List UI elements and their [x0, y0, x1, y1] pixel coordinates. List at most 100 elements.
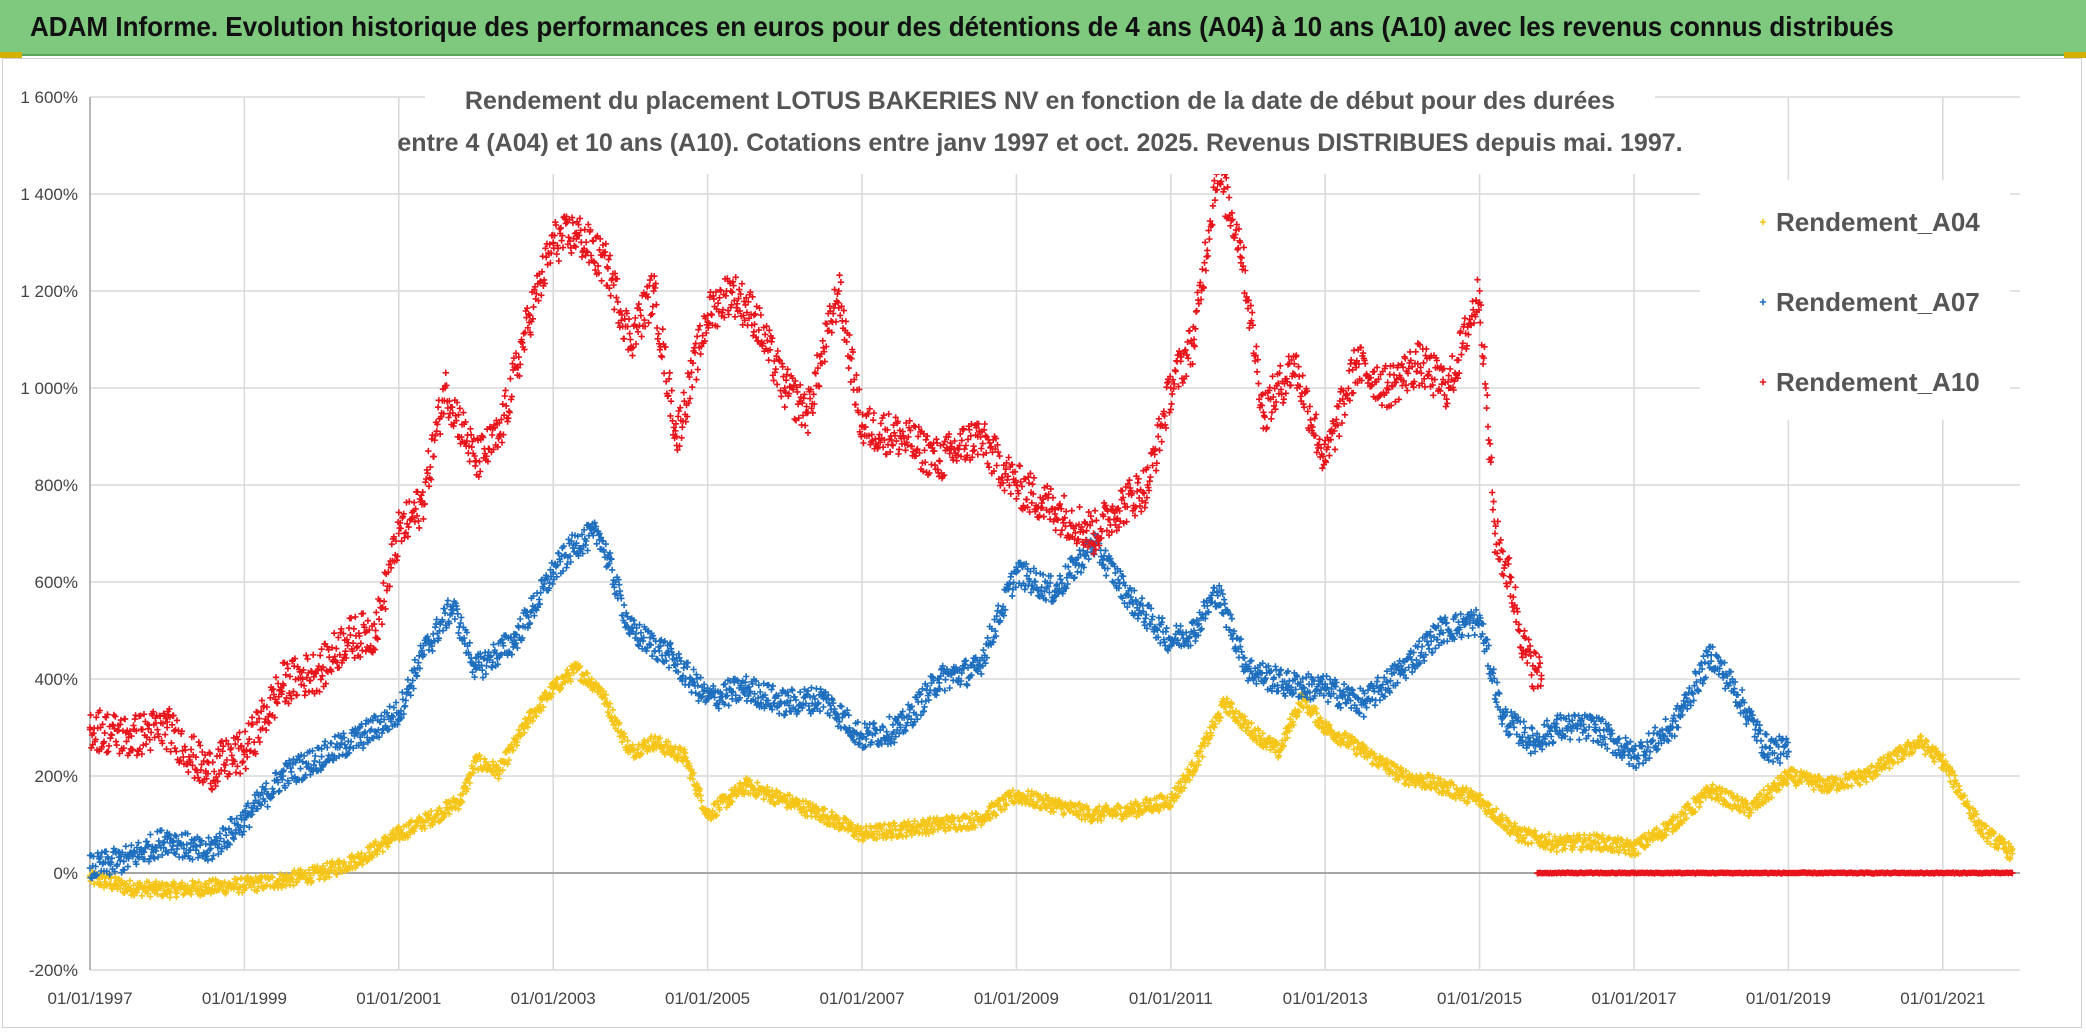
data-point [771, 801, 779, 808]
data-point [1103, 572, 1110, 579]
data-point [1522, 724, 1529, 731]
data-point [386, 703, 393, 710]
data-point [1034, 798, 1041, 806]
data-point [651, 733, 659, 740]
data-point [1350, 746, 1358, 753]
data-point [230, 835, 238, 843]
data-point [154, 891, 161, 898]
data-point [483, 662, 490, 670]
data-point [665, 738, 672, 745]
data-point [124, 863, 132, 870]
data-point [504, 761, 511, 768]
data-point [754, 779, 761, 786]
data-point [600, 688, 607, 695]
data-point [557, 684, 565, 692]
data-point [302, 869, 309, 876]
data-point [1274, 740, 1281, 747]
data-point [1208, 732, 1215, 739]
data-point [234, 876, 241, 883]
data-point [769, 682, 777, 690]
data-point [638, 750, 645, 757]
data-point [1188, 759, 1196, 766]
data-point [470, 769, 477, 777]
data-point [936, 679, 943, 686]
data-point [157, 883, 165, 890]
data-point [686, 762, 693, 770]
data-point [340, 858, 348, 866]
data-point [187, 891, 195, 898]
data-point [193, 843, 200, 850]
data-point [152, 878, 160, 885]
data-point [853, 831, 860, 838]
x-tick-label: 01/01/2017 [1591, 989, 1676, 1008]
data-point [1211, 720, 1219, 728]
data-point [1376, 697, 1384, 704]
data-point [158, 827, 165, 834]
data-point [616, 719, 623, 726]
data-point [1155, 807, 1163, 815]
x-tick-label: 01/01/2019 [1746, 989, 1831, 1008]
data-point [980, 647, 987, 654]
data-point [464, 785, 471, 792]
data-point [1848, 782, 1855, 789]
y-tick-label: 0% [53, 864, 78, 883]
data-point [192, 880, 199, 887]
data-point [459, 790, 466, 798]
data-point [517, 615, 524, 623]
data-point [122, 843, 129, 850]
data-point [654, 656, 661, 664]
data-point [942, 676, 949, 683]
data-point [1102, 547, 1109, 554]
data-point [365, 856, 372, 863]
data-point [570, 669, 577, 677]
data-point [606, 700, 614, 707]
data-point [297, 765, 304, 772]
data-point [698, 797, 705, 804]
data-point [1167, 802, 1174, 810]
data-point [491, 772, 499, 779]
data-point [888, 834, 895, 841]
data-point [444, 597, 452, 604]
data-point [635, 741, 642, 748]
data-point [1286, 727, 1293, 735]
data-point [1174, 792, 1181, 800]
data-point [873, 835, 880, 843]
data-point [554, 676, 561, 683]
x-tick-labels: 01/01/1997 01/01/1999 01/01/2001 01/01/2003… [47, 989, 1985, 1008]
data-point [690, 769, 697, 777]
data-point [1076, 800, 1083, 807]
data-point [263, 881, 271, 889]
data-point [171, 880, 179, 888]
data-point [421, 825, 428, 832]
data-point [1009, 787, 1017, 794]
data-point [1326, 721, 1333, 728]
data-point [1296, 708, 1303, 716]
data-point [620, 601, 628, 609]
data-point [540, 703, 547, 711]
data-point [1091, 815, 1098, 822]
data-point [505, 756, 513, 764]
data-point [1000, 796, 1007, 803]
data-point [135, 839, 142, 846]
data-point [1163, 624, 1170, 632]
data-point [1228, 615, 1236, 622]
data-point [786, 792, 793, 799]
data-point [1581, 831, 1588, 838]
chart-frame [2, 58, 2082, 1028]
data-point [1300, 704, 1307, 711]
data-point [1003, 801, 1010, 809]
data-point [1550, 738, 1557, 746]
data-point [536, 701, 544, 709]
data-point [834, 816, 842, 823]
data-point [1075, 812, 1083, 819]
y-tick-label: 1 000% [20, 379, 78, 398]
data-point [147, 893, 154, 900]
data-point [1709, 781, 1716, 788]
y-tick-label: -200% [29, 961, 78, 980]
data-point [1066, 808, 1073, 815]
data-point [713, 811, 720, 819]
data-point [925, 830, 932, 837]
data-point [538, 707, 545, 714]
data-point [725, 702, 732, 709]
